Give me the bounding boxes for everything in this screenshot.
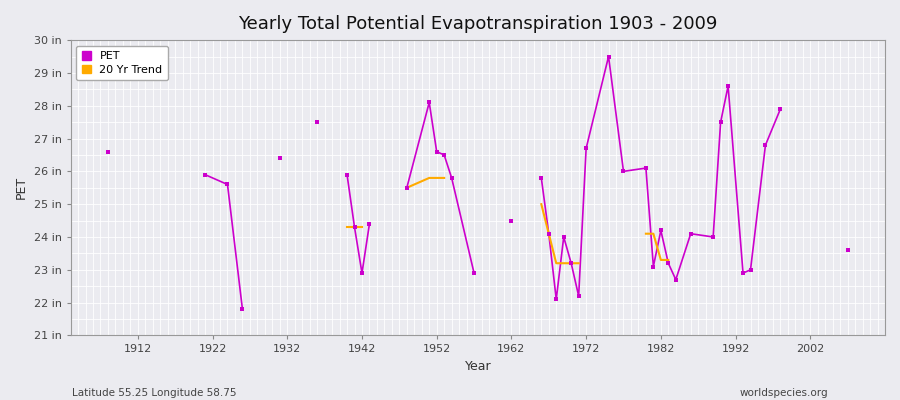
Point [273, 155, 287, 162]
Point [235, 306, 249, 312]
Point [340, 224, 355, 230]
Point [639, 230, 653, 237]
Point [400, 184, 414, 191]
Point [706, 234, 720, 240]
Point [743, 266, 758, 273]
Point [714, 119, 728, 125]
Title: Yearly Total Potential Evapotranspiration 1903 - 2009: Yearly Total Potential Evapotranspiratio… [238, 15, 717, 33]
Point [445, 175, 459, 181]
Point [534, 201, 548, 207]
Point [556, 260, 571, 266]
Point [556, 234, 571, 240]
Point [220, 181, 235, 188]
Y-axis label: PET: PET [15, 176, 28, 199]
Text: Latitude 55.25 Longitude 58.75: Latitude 55.25 Longitude 58.75 [72, 388, 237, 398]
X-axis label: Year: Year [464, 360, 491, 373]
Text: worldspecies.org: worldspecies.org [740, 388, 828, 398]
Point [564, 260, 579, 266]
Point [549, 260, 563, 266]
Point [773, 106, 788, 112]
Point [429, 175, 444, 181]
Point [347, 224, 362, 230]
Point [653, 257, 668, 263]
Point [662, 257, 676, 263]
Point [841, 247, 855, 253]
Point [653, 227, 668, 234]
Legend: PET, 20 Yr Trend: PET, 20 Yr Trend [76, 46, 168, 80]
Point [355, 224, 369, 230]
Point [363, 221, 377, 227]
Point [422, 99, 436, 106]
Point [759, 142, 773, 148]
Point [721, 83, 735, 89]
Point [542, 230, 556, 237]
Point [669, 276, 683, 283]
Point [736, 270, 751, 276]
Point [534, 175, 548, 181]
Point [347, 224, 362, 230]
Point [572, 260, 586, 266]
Point [101, 148, 115, 155]
Point [549, 296, 563, 302]
Point [646, 263, 661, 270]
Point [437, 152, 452, 158]
Point [639, 165, 653, 171]
Point [572, 293, 586, 299]
Point [422, 175, 436, 181]
Point [429, 148, 444, 155]
Point [355, 270, 369, 276]
Point [646, 230, 661, 237]
Point [198, 172, 212, 178]
Point [616, 168, 631, 174]
Point [437, 175, 452, 181]
Point [683, 230, 698, 237]
Point [601, 53, 616, 60]
Point [504, 217, 518, 224]
Point [467, 270, 482, 276]
Point [542, 230, 556, 237]
Point [662, 260, 676, 266]
Point [579, 145, 593, 152]
Point [340, 172, 355, 178]
Point [564, 260, 579, 266]
Point [400, 184, 414, 191]
Point [310, 119, 324, 125]
